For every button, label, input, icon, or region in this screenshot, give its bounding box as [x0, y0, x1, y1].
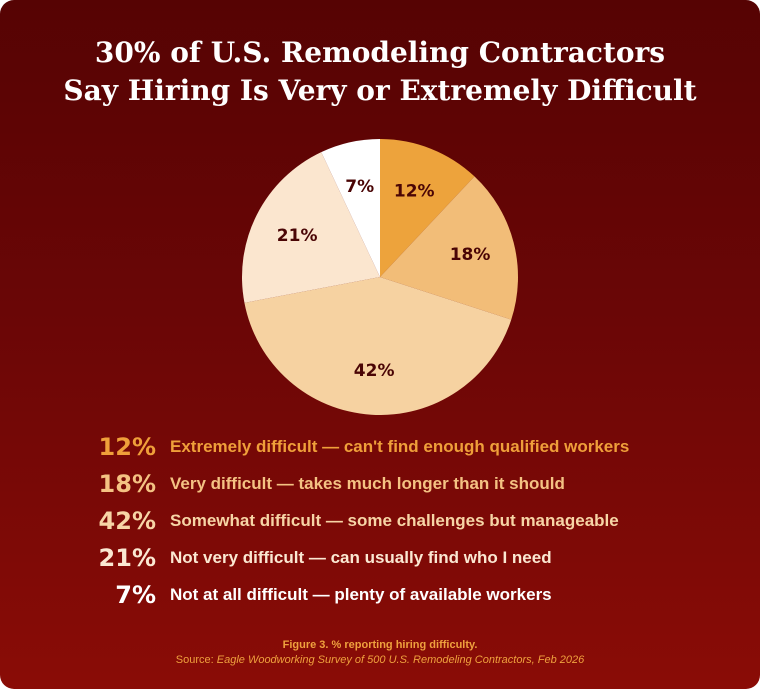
legend-label: Very difficult — takes much longer than … — [170, 473, 565, 493]
legend-item-1: 12% Extremely difficult — can't find enou… — [60, 428, 720, 465]
caption: Figure 3. % reporting hiring difficulty.… — [0, 638, 760, 668]
pie-slice-2 — [380, 176, 518, 320]
legend-label: Not very difficult — can usually find wh… — [170, 547, 552, 567]
title-line-2: Say Hiring Is Very or Extremely Difficul… — [63, 74, 697, 107]
source-text: Eagle Woodworking Survey of 500 U.S. Rem… — [216, 654, 585, 666]
legend-percent: 42% — [98, 506, 156, 535]
chart-title: 30% of U.S. Remodeling Contractors Say H… — [0, 34, 760, 110]
source-note: Source: Eagle Woodworking Survey of 500 … — [176, 654, 584, 666]
legend-item-2: 18% Very difficult — takes much longer th… — [60, 465, 720, 502]
legend-item-3: 42% Somewhat difficult — some challenges … — [60, 502, 720, 539]
legend-item-5: 7% Not at all difficult — plenty of avail… — [60, 576, 720, 613]
legend: 12% Extremely difficult — can't find enou… — [60, 428, 720, 613]
legend-label: Not at all difficult — plenty of availab… — [170, 584, 552, 604]
pie-label-5: 7% — [345, 177, 374, 197]
pie-slice-4 — [242, 152, 380, 303]
pie-slice-1 — [380, 139, 475, 277]
legend-item-4: 21% Not very difficult — can usually find… — [60, 539, 720, 576]
pie-chart: 12% 18% 42% 21% 7% — [242, 139, 518, 415]
source-prefix: Source: — [175, 654, 217, 666]
figure-caption: Figure 3. % reporting hiring difficulty. — [282, 639, 478, 651]
legend-percent: 7% — [115, 580, 156, 609]
title-line-1: 30% of U.S. Remodeling Contractors — [94, 36, 666, 69]
pie-label-4: 21% — [277, 226, 318, 246]
pie-slice-3 — [244, 277, 512, 415]
legend-label: Somewhat difficult — some challenges but… — [170, 510, 619, 530]
pie-slice-5 — [321, 139, 380, 277]
legend-percent: 12% — [98, 432, 156, 461]
legend-percent: 21% — [98, 543, 156, 572]
pie-label-2: 18% — [450, 245, 491, 265]
pie-label-3: 42% — [354, 361, 395, 381]
legend-label: Extremely difficult — can't find enough … — [170, 436, 630, 456]
pie-label-1: 12% — [394, 182, 435, 202]
legend-percent: 18% — [98, 469, 156, 498]
